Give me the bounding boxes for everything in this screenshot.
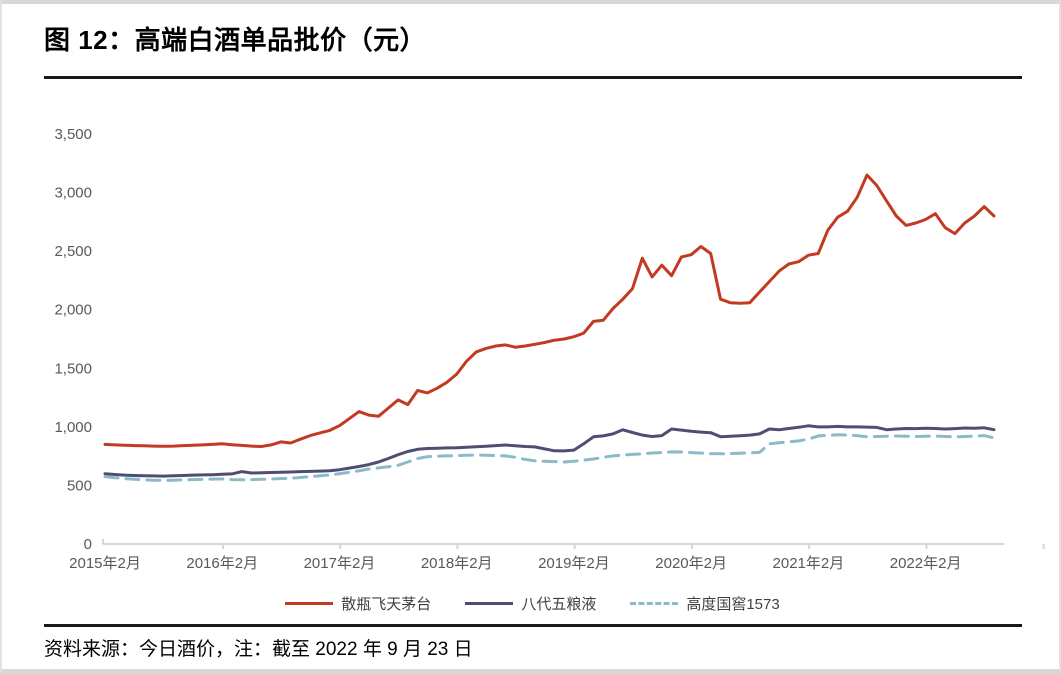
x-tick-label: 2020年2月 bbox=[655, 555, 727, 572]
legend-label-guojiao: 高度国窖1573 bbox=[686, 595, 780, 613]
footer-divider bbox=[44, 624, 1022, 627]
legend-item-maotai: 散瓶飞天茅台 bbox=[285, 593, 431, 614]
wuliangye-line-swatch bbox=[465, 601, 514, 605]
x-tick-label: 2016年2月 bbox=[186, 555, 258, 572]
x-tick-label: 2015年2月 bbox=[69, 555, 141, 572]
guojiao-line-swatch bbox=[630, 601, 679, 605]
series-line-maotai bbox=[103, 173, 996, 448]
legend-label-wuliangye: 八代五粮液 bbox=[521, 595, 597, 613]
y-tick-label: 2,000 bbox=[54, 302, 92, 319]
price-line-chart: 2015年2月 2016年2月 2017年2月 2018年2月 2019年2月 2020年… bbox=[2, 92, 1059, 584]
y-tick-label: 500 bbox=[67, 477, 92, 494]
y-tick-label: 3,000 bbox=[54, 185, 92, 202]
y-tick-label: 2,500 bbox=[54, 243, 92, 260]
x-tick-label: 2017年2月 bbox=[304, 555, 376, 572]
series-line-guojiao bbox=[103, 433, 996, 482]
x-tick-label: 2021年2月 bbox=[773, 555, 845, 572]
x-tick-label: 2018年2月 bbox=[421, 555, 493, 572]
series-line-wuliangye bbox=[103, 424, 996, 478]
y-tick-label: 1,500 bbox=[54, 360, 92, 377]
maotai-line-swatch bbox=[285, 601, 334, 605]
legend-item-wuliangye: 八代五粮液 bbox=[465, 593, 596, 614]
title-divider bbox=[44, 76, 1022, 79]
legend-item-guojiao: 高度国窖1573 bbox=[630, 593, 780, 614]
y-tick-label: 0 bbox=[84, 536, 92, 553]
chart-canvas: 2015年2月 2016年2月 2017年2月 2018年2月 2019年2月 2020年… bbox=[54, 126, 1045, 572]
x-tick-label: 2022年2月 bbox=[890, 555, 962, 572]
y-tick-label: 1,000 bbox=[54, 419, 92, 436]
y-tick-label: 3,500 bbox=[54, 126, 92, 143]
x-tick-label: 2019年2月 bbox=[538, 555, 610, 572]
figure-title: 图 12：高端白酒单品批价（元） bbox=[44, 25, 427, 55]
legend-label-maotai: 散瓶飞天茅台 bbox=[341, 595, 432, 613]
chart-legend: 散瓶飞天茅台 八代五粮液 高度国窖1573 bbox=[2, 588, 1059, 618]
source-note: 资料来源：今日酒价，注：截至 2022 年 9 月 23 日 bbox=[44, 639, 473, 660]
